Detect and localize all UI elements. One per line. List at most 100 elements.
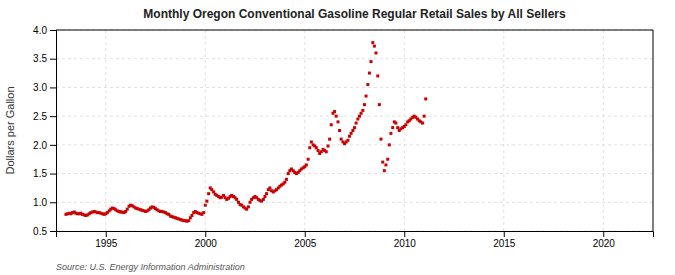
- axis-domain: [50, 31, 57, 232]
- tick: 3.5: [33, 53, 56, 64]
- plot-frame: [56, 30, 653, 31]
- point: [381, 161, 384, 164]
- tick: 2010: [394, 231, 417, 249]
- tick-label: 1995: [95, 238, 118, 249]
- point: [327, 145, 330, 148]
- point: [355, 122, 358, 125]
- point: [378, 103, 381, 106]
- point: [190, 214, 193, 217]
- point: [353, 126, 356, 129]
- point: [126, 208, 129, 211]
- point: [205, 200, 208, 203]
- tick: 3.0: [33, 82, 56, 93]
- tick: 2000: [195, 231, 218, 249]
- point: [421, 122, 424, 125]
- tick-label: 2000: [195, 238, 218, 249]
- point: [307, 158, 310, 161]
- point: [404, 123, 407, 126]
- point: [360, 112, 363, 115]
- tick-mark: [50, 30, 56, 31]
- point: [268, 186, 271, 189]
- tick-mark: [106, 231, 107, 237]
- point: [207, 192, 210, 195]
- tick-label: 2015: [493, 238, 516, 249]
- point: [391, 126, 394, 129]
- point: [235, 198, 238, 201]
- tick: 1.5: [33, 168, 56, 179]
- tick-mark: [50, 174, 56, 175]
- tick-mark: [404, 231, 405, 237]
- tick: 2015: [493, 231, 516, 249]
- point: [204, 204, 207, 207]
- tick-label: 1.0: [33, 197, 47, 208]
- tick-label: 1.5: [33, 168, 47, 179]
- tick-label: 2010: [394, 238, 417, 249]
- tick-label: 2005: [294, 238, 317, 249]
- point: [310, 140, 313, 143]
- point: [423, 115, 426, 118]
- tick: 0.5: [33, 226, 56, 237]
- grid-line-y: [56, 87, 653, 88]
- point: [363, 103, 366, 106]
- point: [386, 158, 389, 161]
- x-axis: 1995 2000 2005 2010 2015 2020: [57, 231, 654, 249]
- point: [368, 72, 371, 75]
- tick: 2005: [294, 231, 317, 249]
- grid-line-y: [56, 30, 653, 31]
- point: [370, 60, 373, 63]
- point: [315, 146, 318, 149]
- grid-line-y: [56, 202, 653, 203]
- grid-line-x: [503, 30, 504, 231]
- grid-line-x: [603, 30, 604, 231]
- grid-line-x: [105, 30, 106, 231]
- tick-mark: [504, 231, 505, 237]
- point: [388, 143, 391, 146]
- point: [338, 129, 341, 132]
- point: [358, 115, 361, 118]
- tick-mark: [50, 145, 56, 146]
- point: [308, 146, 311, 149]
- point: [351, 129, 354, 132]
- tick: 4.0: [33, 25, 56, 36]
- chart-container: 1995 2000 2005 2010 2015 2020 0.5 1.0 1.5 2.0 2.5 3…: [0, 0, 675, 275]
- point: [348, 135, 351, 138]
- grid-line-y: [56, 58, 653, 59]
- chart-svg: 1995 2000 2005 2010 2015 2020 0.5 1.0 1.5 2.0 2.5 3…: [0, 0, 675, 275]
- tick: 2.5: [33, 111, 56, 122]
- tick-mark: [50, 116, 56, 117]
- tick-label: 2020: [593, 238, 616, 249]
- point: [328, 138, 331, 141]
- point: [389, 132, 392, 135]
- tick-mark: [305, 231, 306, 237]
- point: [374, 51, 377, 54]
- grid-line-x: [404, 30, 405, 231]
- point: [325, 150, 328, 153]
- point: [305, 163, 308, 166]
- grid-line-y: [56, 173, 653, 174]
- grid-line-y: [56, 116, 653, 117]
- point: [187, 219, 190, 222]
- point: [384, 163, 387, 166]
- y-axis-label: Dollars per Gallon: [4, 86, 16, 174]
- point: [356, 118, 359, 121]
- point: [265, 192, 268, 195]
- point: [249, 201, 252, 204]
- point: [283, 181, 286, 184]
- y-axis: 0.5 1.0 1.5 2.0 2.5 3.0 3.5 4.0: [33, 25, 56, 237]
- point: [373, 45, 376, 48]
- point: [424, 97, 427, 100]
- axis-domain: [57, 232, 654, 238]
- point: [396, 126, 399, 129]
- point: [379, 138, 382, 141]
- tick-label: 0.5: [33, 226, 47, 237]
- tick-label: 3.5: [33, 53, 47, 64]
- point: [383, 169, 386, 172]
- tick: 2020: [593, 231, 616, 249]
- tick: 2.0: [33, 140, 56, 151]
- point: [346, 139, 349, 142]
- point: [263, 195, 266, 198]
- grid-line-y: [56, 144, 653, 145]
- tick: 1.0: [33, 197, 56, 208]
- tick-mark: [50, 59, 56, 60]
- point: [202, 211, 205, 214]
